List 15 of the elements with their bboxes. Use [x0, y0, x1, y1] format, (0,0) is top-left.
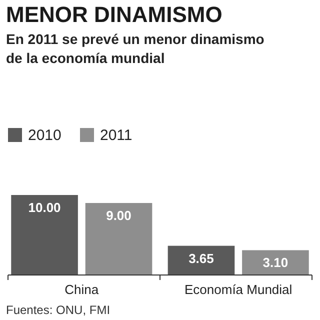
legend-label: 2010 [28, 127, 62, 144]
bar [242, 250, 309, 275]
bar [168, 246, 235, 275]
x-tick-label: China [64, 282, 100, 297]
legend-label: 2011 [100, 127, 132, 144]
data-label: 3.10 [262, 255, 288, 270]
data-label: 9.00 [106, 208, 132, 223]
chart-title: MENOR DINAMISMO [6, 2, 222, 27]
bar [11, 195, 78, 275]
bar [85, 203, 152, 275]
data-label: 3.65 [188, 250, 214, 266]
x-tick-label: Economía Mundial [184, 282, 292, 297]
data-label: 10.00 [28, 200, 61, 215]
chart-subtitle: En 2011 se prevé un menor dinamismo de la economía mundial [6, 31, 264, 66]
source-note: Fuentes: ONU, FMI [6, 303, 110, 317]
